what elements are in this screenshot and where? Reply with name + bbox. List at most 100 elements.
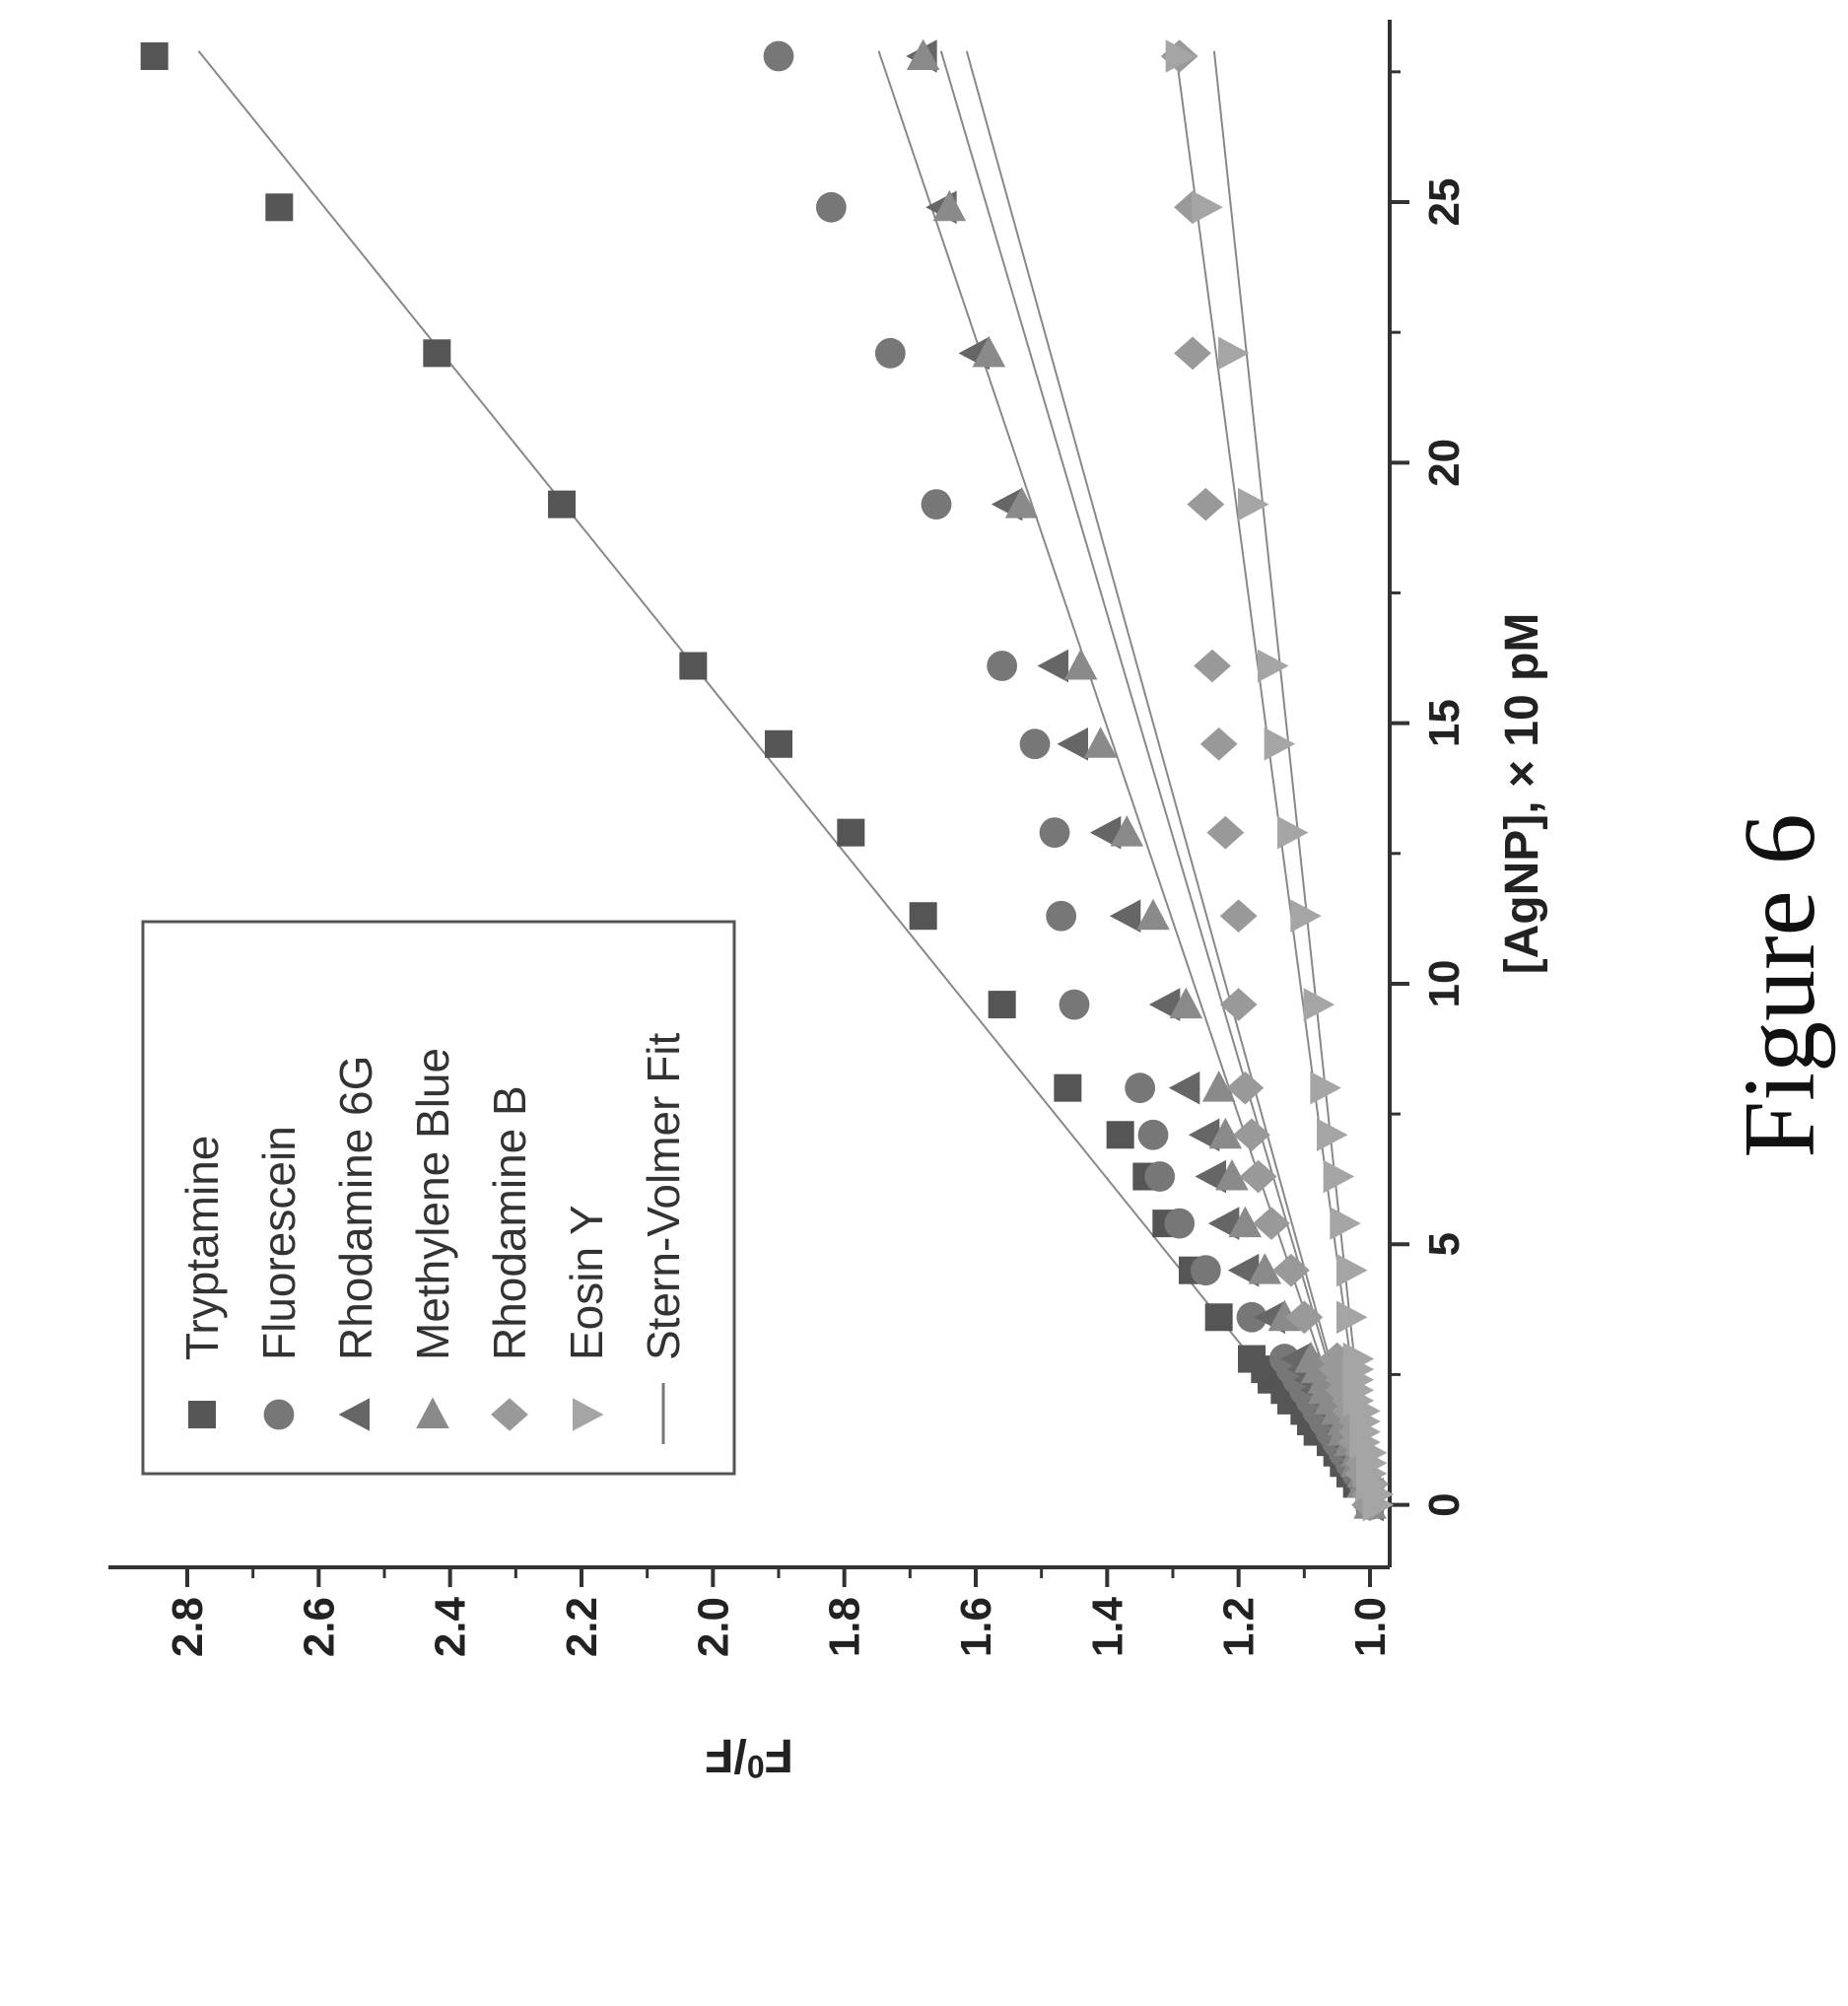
data-point-tryptamine <box>679 652 708 680</box>
y-tick-label: 2.8 <box>164 1597 212 1657</box>
data-point-eosin-y <box>1258 649 1289 683</box>
legend-marker-fluorescein <box>263 1399 295 1430</box>
x-axis-title: [AgNP], × 10 pM <box>1496 613 1548 975</box>
x-tick-label: 0 <box>1420 1492 1469 1516</box>
x-tick-label: 10 <box>1420 959 1469 1007</box>
data-point-rhodamine-6g <box>1227 1253 1260 1287</box>
data-point-tryptamine <box>837 818 865 847</box>
chart-rotated-group: 1.0 1.2 1.4 1.6 1.8 2.0 2.2 2.4 2.6 2.8 0 5 10 15 20 25… <box>108 20 1548 1784</box>
data-point-fluorescein <box>1190 1255 1221 1286</box>
data-point-rhodamine-b <box>1187 487 1225 521</box>
data-point-eosin-y <box>1238 487 1269 521</box>
data-point-fluorescein <box>1236 1301 1267 1333</box>
fit-line-fluorescein <box>877 50 1371 1505</box>
data-point-eosin-y <box>1323 1159 1355 1194</box>
data-point-rhodamine-6g <box>1188 1118 1220 1152</box>
data-point-eosin-y <box>1290 899 1322 934</box>
fit-line-tryptamine <box>197 50 1371 1506</box>
x-tick-label: 20 <box>1420 439 1469 487</box>
data-point-fluorescein <box>921 489 952 520</box>
data-point-fluorescein <box>815 191 847 223</box>
data-point-eosin-y <box>1317 1118 1348 1152</box>
data-point-fluorescein <box>1039 817 1070 849</box>
data-point-methylene-blue <box>1136 898 1170 931</box>
data-point-fluorescein <box>1144 1161 1176 1192</box>
data-point-tryptamine <box>548 490 576 519</box>
data-point-rhodamine-6g <box>1168 1071 1200 1105</box>
x-tick-label: 25 <box>1420 178 1469 227</box>
y-tick-label: 1.8 <box>821 1597 869 1657</box>
data-point-tryptamine <box>423 339 451 368</box>
legend-label: Eosin Y <box>561 1205 612 1360</box>
data-point-eosin-y <box>1330 1207 1361 1240</box>
data-point-fluorescein <box>1059 989 1090 1020</box>
data-point-methylene-blue <box>1063 648 1098 680</box>
y-tick-label: 1.2 <box>1215 1597 1264 1657</box>
x-tick-label: 15 <box>1420 699 1469 747</box>
data-point-methylene-blue <box>972 335 1006 368</box>
data-point-eosin-y <box>1264 726 1296 761</box>
data-point-eosin-y <box>1310 1071 1341 1105</box>
data-point-tryptamine <box>765 729 792 758</box>
data-point-rhodamine-6g <box>1037 649 1068 683</box>
data-point-tryptamine <box>909 902 937 931</box>
y-tick-label: 1.6 <box>952 1597 1000 1657</box>
data-point-eosin-y <box>1218 336 1250 371</box>
legend-marker-eosin-y <box>573 1398 604 1431</box>
data-point-eosin-y <box>1342 1342 1375 1376</box>
data-point-rhodamine-b <box>1194 649 1231 683</box>
y-tick-label: 2.4 <box>427 1596 475 1657</box>
data-point-rhodamine-b <box>1226 1071 1265 1105</box>
data-point-tryptamine <box>988 991 1016 1019</box>
data-point-eosin-y <box>1336 1253 1368 1287</box>
data-point-methylene-blue <box>1083 726 1118 758</box>
data-point-rhodamine-b <box>1219 899 1258 934</box>
data-point-rhodamine-6g <box>1057 726 1088 761</box>
data-point-rhodamine-6g <box>1207 1207 1240 1240</box>
figure-caption: Figure 6 <box>1723 813 1836 1158</box>
y-tick-label: 2.0 <box>689 1597 737 1657</box>
data-point-tryptamine <box>1106 1121 1134 1149</box>
data-point-rhodamine-b <box>1199 726 1238 761</box>
data-point-fluorescein <box>1046 900 1077 932</box>
data-point-eosin-y <box>1165 39 1198 73</box>
legend-label: Tryptamine <box>176 1136 228 1360</box>
legend-label: Rhodamine 6G <box>330 1056 381 1360</box>
data-point-tryptamine <box>1204 1303 1233 1332</box>
data-point-fluorescein <box>1137 1119 1169 1150</box>
legend: Tryptamine Fluorescein Rhodamine 6G Methyle… <box>141 920 736 1476</box>
y-tick-label: 1.4 <box>1083 1596 1131 1657</box>
data-point-fluorescein <box>874 337 906 369</box>
legend-label: Rhodamine B <box>484 1085 535 1360</box>
data-point-rhodamine-b <box>1239 1159 1277 1194</box>
legend-fit-label: Stern-Volmer Fit <box>638 1032 689 1360</box>
data-point-fluorescein <box>1019 728 1051 760</box>
data-point-methylene-blue <box>1294 1342 1328 1373</box>
data-point-tryptamine <box>265 193 294 222</box>
legend-label: Methylene Blue <box>407 1048 458 1360</box>
data-point-methylene-blue <box>1228 1206 1263 1238</box>
data-point-rhodamine-b <box>1233 1118 1270 1152</box>
fit-line-methylene-blue <box>965 50 1371 1505</box>
data-point-methylene-blue <box>1169 987 1203 1019</box>
data-point-rhodamine-b <box>1318 1342 1356 1376</box>
data-point-methylene-blue <box>906 38 940 71</box>
legend-label: Fluorescein <box>253 1126 305 1360</box>
legend-marker-methylene-blue <box>416 1397 449 1428</box>
data-point-methylene-blue <box>932 189 967 222</box>
data-point-fluorescein <box>1125 1072 1156 1104</box>
legend-box <box>141 920 736 1476</box>
y-tick-label: 2.6 <box>295 1597 343 1657</box>
data-point-rhodamine-b <box>1206 815 1245 850</box>
data-point-rhodamine-b <box>1253 1207 1290 1240</box>
data-point-methylene-blue <box>1110 815 1144 847</box>
y-tick-label: 1.0 <box>1346 1597 1395 1657</box>
data-point-rhodamine-b <box>1272 1253 1310 1287</box>
data-point-methylene-blue <box>1201 1071 1236 1102</box>
data-point-rhodamine-b <box>1174 336 1211 371</box>
data-point-eosin-y <box>1303 988 1335 1021</box>
data-point-rhodamine-6g <box>1109 899 1141 934</box>
data-point-fluorescein <box>1164 1208 1196 1239</box>
data-point-methylene-blue <box>1208 1117 1243 1149</box>
